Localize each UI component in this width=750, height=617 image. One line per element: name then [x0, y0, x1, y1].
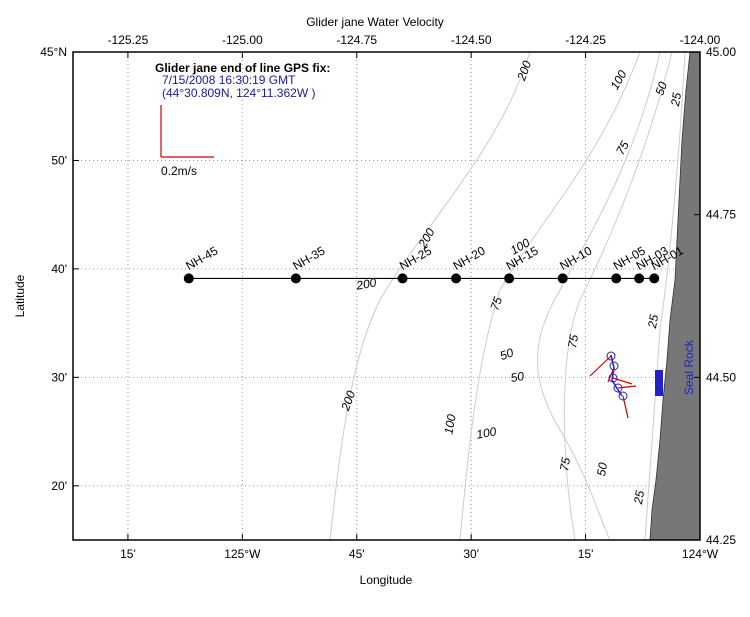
right-tick-label: 44.75 [706, 208, 736, 222]
left-tick-label: 50' [51, 153, 67, 167]
top-tick-label: -124.00 [680, 33, 721, 47]
contour-line [563, 51, 673, 541]
contour-label: 200 [415, 226, 438, 251]
contour-label: 200 [338, 389, 358, 414]
right-tick-label: 44.50 [706, 370, 736, 384]
contour-line [459, 51, 641, 541]
bottom-tick-label: 125°W [224, 547, 261, 561]
contour-label: 50 [652, 80, 670, 98]
contour-label: 200 [514, 59, 534, 84]
scale-label: 0.2m/s [161, 164, 197, 178]
contours [329, 51, 686, 541]
station [504, 273, 515, 284]
station [634, 273, 645, 284]
bottom-tick-label: 15' [120, 547, 136, 561]
gps-heading: Glider jane end of line GPS fix: [155, 61, 330, 75]
contour-line [537, 51, 661, 541]
contour-label: 50 [594, 461, 610, 477]
frame [72, 51, 701, 541]
right-tick-label: 44.25 [706, 533, 736, 547]
contour-label: 50 [498, 345, 516, 363]
right-tick-label: 45.00 [706, 45, 736, 59]
bottom-tick-label: 124°W [682, 547, 719, 561]
top-tick-label: -124.50 [451, 33, 492, 47]
title: Glider jane Water Velocity [306, 15, 444, 29]
station [649, 273, 660, 284]
station-label: NH-10 [557, 243, 594, 273]
velocity-vector [589, 355, 637, 419]
contour-label: 75 [487, 295, 505, 313]
contour-label: 100 [607, 68, 629, 93]
contour-line [329, 51, 531, 541]
contour-line [644, 51, 686, 541]
contour-label: 50 [510, 369, 526, 385]
contour-label: 25 [668, 91, 684, 108]
left-tick-label: 40' [51, 262, 67, 276]
seal-rock-marker [655, 370, 663, 396]
gps-position: (44°30.809N, 124°11.362W ) [162, 86, 315, 100]
station [451, 273, 462, 284]
bottom-tick-label: 30' [463, 547, 479, 561]
track-point [608, 373, 618, 383]
contour-label: 75 [613, 138, 632, 157]
station [183, 273, 194, 284]
contour-label: 25 [645, 313, 661, 330]
station [290, 273, 301, 284]
contour-label: 75 [565, 333, 581, 349]
bottom-tick-label: 15' [578, 547, 594, 561]
glider-track [589, 351, 637, 419]
contour-label: 75 [557, 456, 573, 472]
top-tick-label: -124.25 [565, 33, 606, 47]
gps-time: 7/15/2008 16:30:19 GMT [162, 73, 296, 87]
contour-label: 100 [441, 413, 458, 435]
landmark-label: Seal Rock [682, 339, 696, 395]
track-point [609, 361, 619, 371]
contour-label: 200 [354, 275, 377, 292]
left-tick-label: 20' [51, 479, 67, 493]
y-label: Latitude [13, 274, 27, 317]
left-tick-label: 45°N [40, 45, 67, 59]
landmark-marker [655, 370, 663, 396]
station [397, 273, 408, 284]
track-point [606, 351, 616, 361]
left-tick-label: 30' [51, 370, 67, 384]
station [557, 273, 568, 284]
bottom-tick-label: 45' [349, 547, 365, 561]
top-tick-label: -125.00 [222, 33, 263, 47]
top-tick-label: -125.25 [108, 33, 149, 47]
x-label: Longitude [360, 573, 413, 587]
contour-label: 25 [631, 489, 647, 506]
top-tick-label: -124.75 [336, 33, 377, 47]
track-point [618, 391, 628, 401]
coastline [649, 51, 701, 541]
contour-label: 100 [475, 424, 497, 441]
station [611, 273, 622, 284]
